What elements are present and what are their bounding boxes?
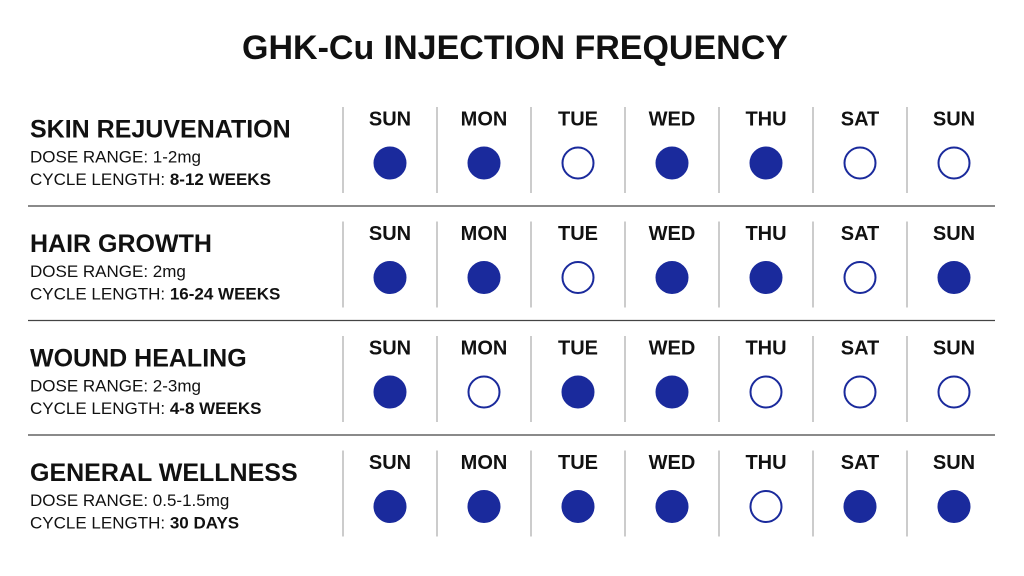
- cycle-value: 8-12 WEEKS: [170, 170, 271, 189]
- injection-dot: [655, 490, 689, 523]
- day-label: TUE: [558, 108, 598, 130]
- cycle-length: CYCLE LENGTH: 8-12 WEEKS: [30, 170, 271, 189]
- rest-dot: [843, 261, 877, 294]
- injection-dot: [655, 375, 689, 409]
- rest-dot: [561, 146, 595, 180]
- day-label: SAT: [841, 337, 880, 359]
- injection-dot: [373, 146, 407, 180]
- day-label: WED: [649, 223, 696, 245]
- dose-range: DOSE RANGE: 2mg: [30, 262, 186, 281]
- day-label: MON: [461, 223, 508, 245]
- rest-dot: [937, 146, 971, 180]
- day-label: SAT: [841, 223, 880, 245]
- day-label: WED: [649, 337, 696, 359]
- injection-dot: [467, 146, 501, 180]
- day-label: THU: [745, 223, 786, 245]
- day-label: SUN: [933, 223, 975, 245]
- cycle-length: CYCLE LENGTH: 30 DAYS: [30, 514, 239, 533]
- dose-range: DOSE RANGE: 2-3mg: [30, 376, 201, 395]
- cycle-label: CYCLE LENGTH:: [30, 285, 165, 304]
- injection-dot: [937, 261, 971, 294]
- row-name: GENERAL WELLNESS: [30, 459, 298, 487]
- day-label: SUN: [933, 337, 975, 359]
- rest-dot: [749, 490, 783, 523]
- cycle-label: CYCLE LENGTH:: [30, 514, 165, 533]
- injection-dot: [749, 261, 783, 294]
- injection-dot: [373, 375, 407, 409]
- injection-dot: [561, 490, 595, 523]
- dose-range: DOSE RANGE: 0.5-1.5mg: [30, 491, 229, 510]
- cycle-length: CYCLE LENGTH: 16-24 WEEKS: [30, 285, 280, 304]
- day-label: TUE: [558, 452, 598, 474]
- row-name: HAIR GROWTH: [30, 230, 212, 258]
- day-label: SUN: [369, 337, 411, 359]
- rest-dot: [937, 375, 971, 409]
- injection-dot: [749, 146, 783, 180]
- day-label: SUN: [369, 452, 411, 474]
- day-label: MON: [461, 452, 508, 474]
- rest-dot: [843, 146, 877, 180]
- day-label: MON: [461, 108, 508, 130]
- day-label: THU: [745, 337, 786, 359]
- day-label: SAT: [841, 452, 880, 474]
- day-label: SUN: [369, 223, 411, 245]
- day-label: WED: [649, 108, 696, 130]
- injection-dot: [373, 261, 407, 294]
- injection-dot: [655, 261, 689, 294]
- injection-dot: [373, 490, 407, 523]
- injection-dot: [937, 490, 971, 523]
- cycle-label: CYCLE LENGTH:: [30, 170, 165, 189]
- cycle-value: 30 DAYS: [170, 514, 239, 533]
- cycle-value: 4-8 WEEKS: [170, 399, 262, 418]
- title: GHK-Cu INJECTION FREQUENCY: [242, 29, 788, 67]
- day-label: SUN: [933, 452, 975, 474]
- day-label: TUE: [558, 223, 598, 245]
- day-label: SUN: [369, 108, 411, 130]
- rest-dot: [561, 261, 595, 294]
- day-label: THU: [745, 452, 786, 474]
- injection-dot: [561, 375, 595, 409]
- cycle-length: CYCLE LENGTH: 4-8 WEEKS: [30, 399, 261, 418]
- dose-range: DOSE RANGE: 1-2mg: [30, 147, 201, 166]
- day-label: MON: [461, 337, 508, 359]
- injection-dot: [843, 490, 877, 523]
- cycle-label: CYCLE LENGTH:: [30, 399, 165, 418]
- injection-dot: [467, 261, 501, 294]
- rest-dot: [749, 375, 783, 409]
- cycle-value: 16-24 WEEKS: [170, 285, 281, 304]
- row-name: SKIN REJUVENATION: [30, 116, 291, 144]
- rest-dot: [467, 375, 501, 409]
- day-label: WED: [649, 452, 696, 474]
- injection-dot: [655, 146, 689, 180]
- day-label: SUN: [933, 108, 975, 130]
- rest-dot: [843, 375, 877, 409]
- injection-dot: [467, 490, 501, 523]
- day-label: THU: [745, 108, 786, 130]
- row-name: WOUND HEALING: [30, 345, 247, 373]
- day-label: TUE: [558, 337, 598, 359]
- day-label: SAT: [841, 108, 880, 130]
